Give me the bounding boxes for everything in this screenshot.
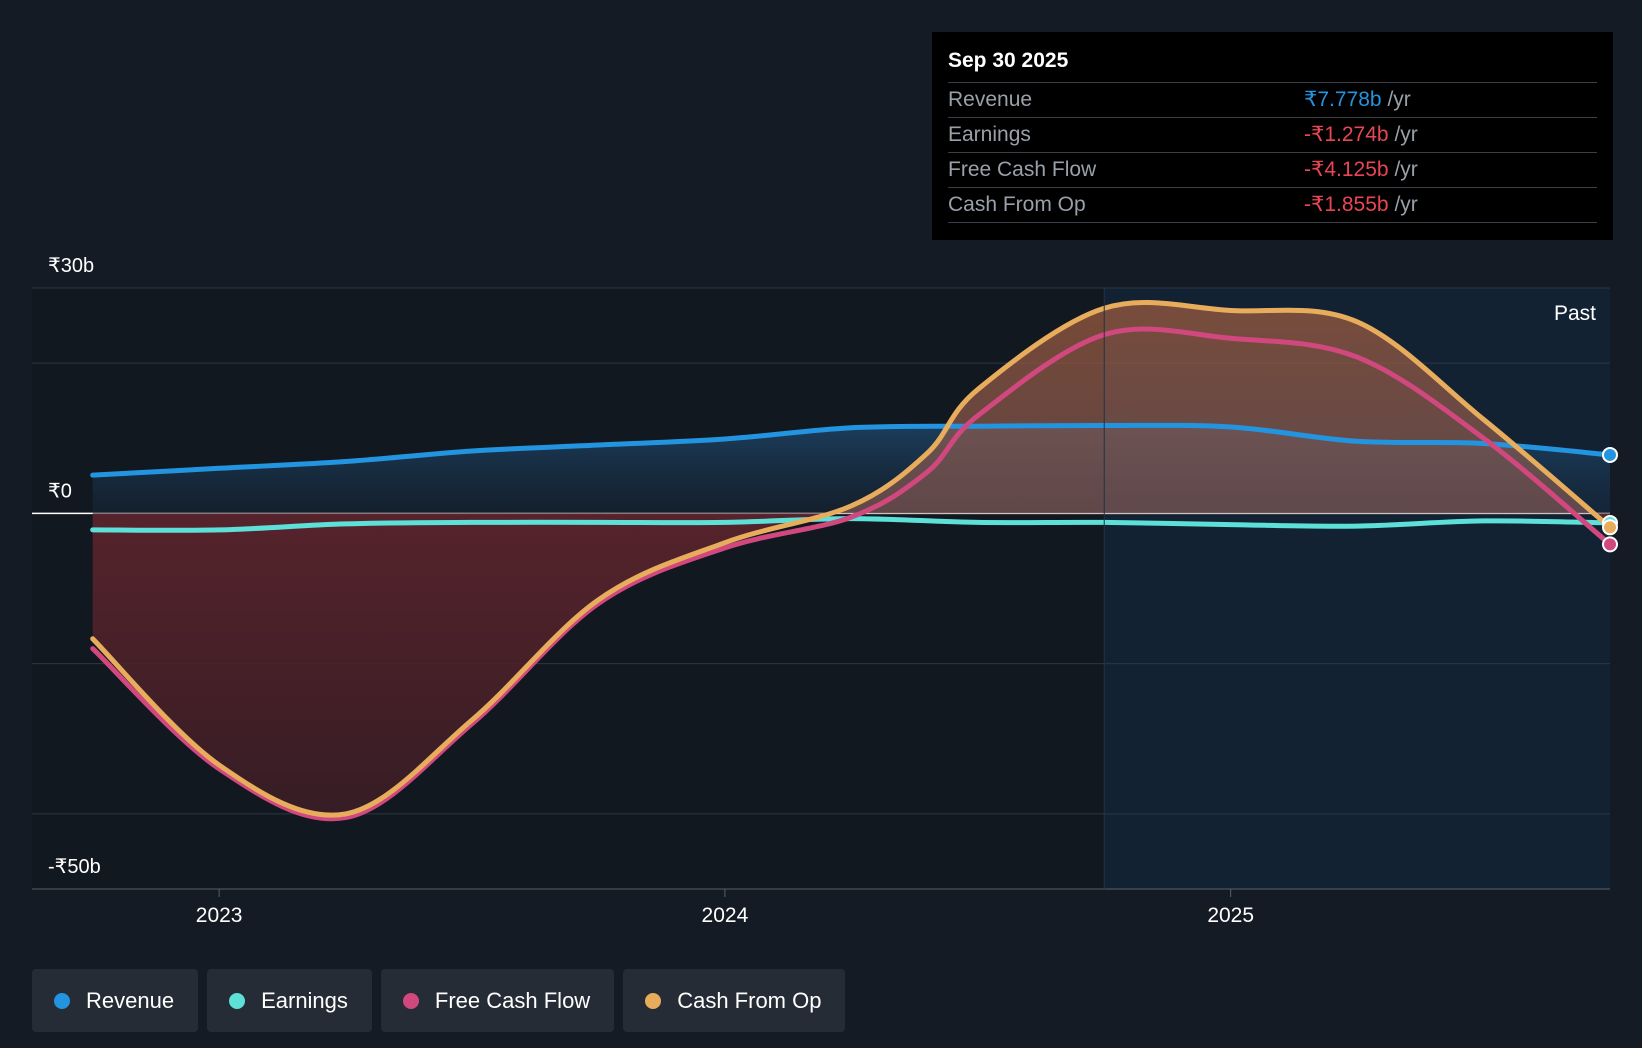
chart: ₹30b ₹0 -₹50b 2023 2024 2025 Past [32,255,1618,927]
legend-label: Revenue [86,987,175,1013]
tooltip-label: Free Cash Flow [948,158,1097,181]
tooltip-row-earnings: Earnings -₹1.274b /yr [948,118,1597,153]
tooltip-unit: /yr [1394,158,1418,181]
legend-item-earnings[interactable]: Earnings [207,969,372,1032]
revenue-dot-icon [54,992,70,1009]
cash-from-op-line [90,300,1610,818]
legend: Revenue Earnings Free Cash Flow Cash Fro… [32,969,846,1032]
revenue-line [90,422,1610,478]
past-label: Past [1554,302,1596,325]
free-cash-flow-dot-icon [402,992,419,1009]
earnings-dot-icon [229,992,246,1009]
cash-negative-area [92,513,1610,816]
legend-item-cash-from-op[interactable]: Cash From Op [623,969,846,1032]
tooltip-value: -₹1.855b [1304,193,1389,216]
legend-label: Earnings [261,987,348,1013]
legend-item-revenue[interactable]: Revenue [32,969,199,1032]
tooltip-label: Earnings [948,123,1031,146]
tooltip-value: -₹4.125b [1304,158,1389,181]
x-tick-label: 2023 [196,904,243,927]
legend-label: Cash From Op [677,987,822,1013]
tooltip-label: Revenue [948,88,1033,111]
tooltip-date: Sep 30 2025 [948,46,1597,83]
y-axis-label: ₹0 [48,480,72,502]
tooltip: Sep 30 2025 Revenue ₹7.778b /yr Earnings… [932,32,1613,240]
revenue-endpoint [1602,446,1618,463]
x-tick-label: 2025 [1207,904,1254,927]
tooltip-row-revenue: Revenue ₹7.778b /yr [948,83,1597,118]
y-axis-label: ₹30b [48,255,94,277]
cash-from-op-endpoint [1602,519,1618,536]
tooltip-unit: /yr [1387,88,1411,111]
tooltip-row-free-cash-flow: Free Cash Flow -₹4.125b /yr [948,153,1597,188]
tooltip-label: Cash From Op [948,193,1086,216]
free-cash-flow-line [90,326,1610,822]
x-tick-label: 2024 [702,904,749,927]
tooltip-unit: /yr [1394,193,1418,216]
tooltip-row-cash-from-op: Cash From Op -₹1.855b /yr [948,188,1597,223]
tooltip-value: -₹1.274b [1304,123,1389,146]
tooltip-unit: /yr [1394,123,1418,146]
legend-label: Free Cash Flow [434,987,591,1013]
legend-item-free-cash-flow[interactable]: Free Cash Flow [380,969,615,1032]
cash-positive-area [92,302,1610,514]
cash-from-op-dot-icon [645,992,662,1009]
free-cash-flow-endpoint [1602,536,1618,553]
y-axis-label: -₹50b [48,856,101,878]
tooltip-value: ₹7.778b [1304,88,1382,111]
